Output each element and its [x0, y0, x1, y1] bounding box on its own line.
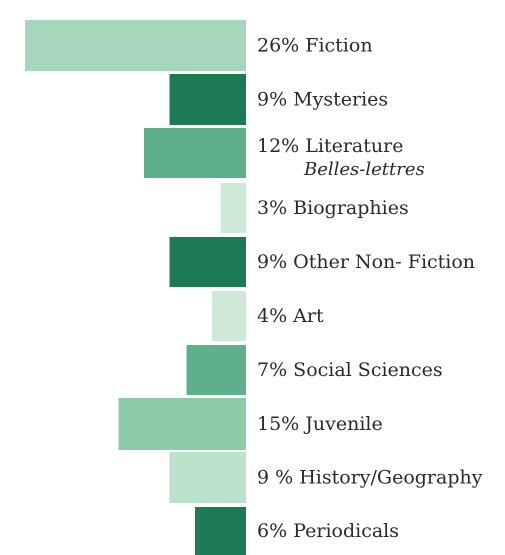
bar-art	[212, 291, 246, 341]
bar-biographies	[221, 183, 247, 233]
bar-other-non-fiction	[170, 237, 247, 287]
bar-periodicals	[195, 507, 246, 555]
bar-fiction	[25, 20, 246, 71]
bar-label: 15% Juvenile	[257, 413, 383, 435]
bar-label: 12% Literature	[257, 135, 403, 157]
bar-sublabel: Belles-lettres	[303, 159, 425, 180]
bars-group	[25, 20, 246, 555]
labels-group: 26% Fiction 9% Mysteries 12% LiteratureBel…	[257, 35, 483, 543]
bar-label: 6% Periodicals	[257, 520, 399, 542]
bar-social-sciences	[187, 345, 247, 395]
bar-label: 9% Other Non- Fiction	[257, 251, 475, 273]
bar-label: 7% Social Sciences	[257, 359, 443, 381]
bar-mysteries	[170, 74, 247, 125]
bar-literature	[144, 128, 246, 178]
bar-label: 9% Mysteries	[257, 89, 388, 111]
bar-juvenile	[119, 398, 247, 450]
bar-history-geography	[170, 452, 247, 503]
bar-label: 9 % History/Geography	[257, 467, 483, 489]
bar-label: 26% Fiction	[257, 35, 373, 57]
bar-label: 3% Biographies	[257, 197, 409, 219]
bar-label: 4% Art	[257, 305, 324, 327]
